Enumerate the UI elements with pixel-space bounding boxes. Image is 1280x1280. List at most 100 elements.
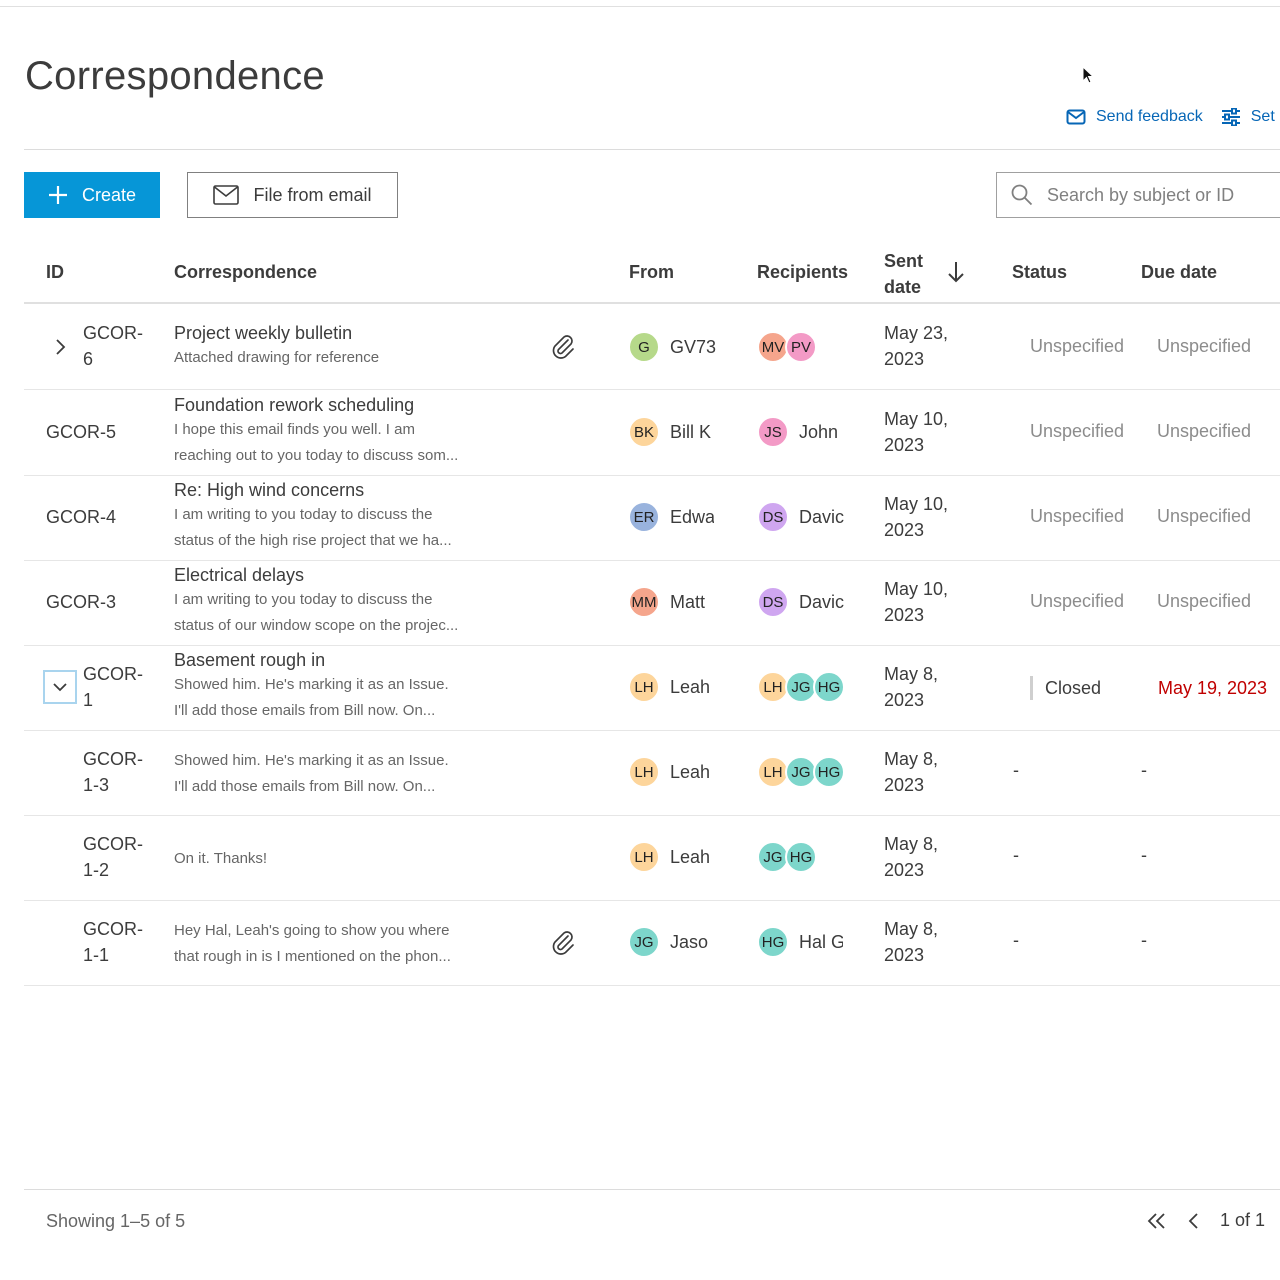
- row-id: GCOR-3: [46, 592, 117, 612]
- column-header-due-date[interactable]: Due date: [1141, 262, 1218, 282]
- table-row[interactable]: GCOR- 1-1 Hey Hal, Leah's going to show y…: [24, 900, 1280, 986]
- row-from: MM Matt: [628, 586, 716, 618]
- chevron-right-icon[interactable]: [54, 338, 66, 356]
- row-sent-date: May 23, 2023: [884, 320, 948, 372]
- collapse-toggle[interactable]: [43, 670, 77, 704]
- date-line1: May 8,: [884, 834, 939, 854]
- search-icon: [1011, 184, 1033, 206]
- from-name: Bill K: [670, 421, 712, 442]
- sent-date-label-line1: Sent: [884, 251, 924, 271]
- previous-page-icon[interactable]: [1186, 1211, 1200, 1231]
- row-id-line2: 1: [83, 690, 94, 710]
- status-label: Closed: [1045, 677, 1102, 698]
- row-sent-date: May 8, 2023: [884, 661, 938, 713]
- row-correspondence[interactable]: Basement rough in Showed him. He's marki…: [174, 649, 449, 724]
- date-line1: May 10,: [884, 494, 949, 514]
- avatar: MM: [628, 586, 660, 618]
- sliders-icon: [1221, 108, 1240, 126]
- column-header-id[interactable]: ID: [46, 262, 64, 282]
- settings-label: Set: [1250, 108, 1275, 125]
- row-correspondence[interactable]: Hey Hal, Leah's going to show you where …: [174, 917, 451, 970]
- date-line1: May 10,: [884, 409, 949, 429]
- row-id: GCOR- 1: [83, 661, 143, 713]
- row-preview-line1: I am writing to you today to discuss the: [174, 591, 433, 608]
- row-recipients: LH JG HG: [757, 756, 845, 788]
- search-input[interactable]: [1045, 183, 1280, 207]
- row-from: LH Leah: [628, 671, 716, 703]
- table-row[interactable]: GCOR- 1 Basement rough in Showed him. He'…: [24, 645, 1280, 731]
- row-sent-date: May 8, 2023: [884, 746, 938, 798]
- row-sent-date: May 10, 2023: [884, 406, 948, 458]
- date-line1: May 10,: [884, 579, 949, 599]
- sort-descending-icon[interactable]: [947, 261, 965, 283]
- table-row[interactable]: GCOR-4 Re: High wind concerns I am writi…: [24, 475, 1280, 561]
- from-name: Leah: [670, 846, 711, 867]
- row-preview-line1: I am writing to you today to discuss the: [174, 506, 433, 523]
- column-header-correspondence[interactable]: Correspondence: [174, 262, 318, 282]
- row-preview-line1: On it. Thanks!: [174, 850, 268, 867]
- mail-icon: [1066, 109, 1086, 125]
- sent-date-label-line2: date: [884, 277, 922, 297]
- row-correspondence[interactable]: Project weekly bulletin Attached drawing…: [174, 322, 379, 371]
- row-recipients: MV PV: [757, 331, 817, 363]
- row-from: ER Edwa: [628, 501, 714, 533]
- avatar: LH: [757, 756, 789, 788]
- file-from-email-label: File from email: [253, 184, 372, 205]
- column-header-status[interactable]: Status: [1012, 262, 1068, 282]
- paperclip-icon: [552, 335, 574, 359]
- avatar: HG: [813, 671, 845, 703]
- date-line2: 2023: [884, 349, 925, 369]
- row-recipients: JS John: [757, 416, 847, 448]
- row-status: -: [1013, 760, 1019, 780]
- settings-link[interactable]: Set: [1221, 108, 1275, 126]
- row-subject: Project weekly bulletin: [174, 323, 353, 343]
- row-from: G GV73: [628, 331, 720, 363]
- row-status: Unspecified: [1030, 421, 1125, 441]
- search-box[interactable]: [996, 172, 1280, 218]
- row-from: BK Bill K: [628, 416, 716, 448]
- row-due-date: May 19, 2023: [1158, 678, 1268, 698]
- recipient-name: John: [799, 421, 839, 442]
- table-row[interactable]: GCOR-5 Foundation rework scheduling I ho…: [24, 390, 1280, 476]
- row-id: GCOR- 1-1: [83, 916, 143, 968]
- table-row[interactable]: GCOR-3 Electrical delays I am writing to…: [24, 560, 1280, 646]
- first-page-icon[interactable]: [1146, 1211, 1168, 1231]
- row-correspondence[interactable]: Re: High wind concerns I am writing to y…: [174, 479, 452, 554]
- row-sent-date: May 8, 2023: [884, 831, 938, 883]
- row-id-line1: GCOR-: [83, 834, 143, 854]
- table-row[interactable]: GCOR- 1-3 Showed him. He's marking it as …: [24, 730, 1280, 816]
- column-header-sent-date[interactable]: Sent date: [884, 248, 923, 300]
- row-preview-line1: Attached drawing for reference: [174, 349, 380, 366]
- recipient-name: Davic: [799, 591, 845, 612]
- column-header-recipients[interactable]: Recipients: [757, 262, 849, 282]
- row-preview-line1: Hey Hal, Leah's going to show you where: [174, 922, 450, 939]
- table-row[interactable]: GCOR- 1-2 On it. Thanks! LH Leah JG HG May …: [24, 815, 1280, 901]
- file-from-email-button[interactable]: File from email: [187, 172, 398, 218]
- create-button[interactable]: Create: [24, 172, 160, 218]
- row-correspondence[interactable]: On it. Thanks!: [174, 845, 267, 872]
- date-line1: May 8,: [884, 664, 939, 684]
- row-from: LH Leah: [628, 841, 716, 873]
- table-row[interactable]: GCOR- 6 Project weekly bulletin Attached …: [24, 304, 1280, 390]
- avatar: G: [628, 331, 660, 363]
- row-id: GCOR- 1-2: [83, 831, 143, 883]
- row-correspondence[interactable]: Electrical delays I am writing to you to…: [174, 564, 458, 639]
- row-subject: Electrical delays: [174, 565, 305, 585]
- row-preview-line1: Showed him. He's marking it as an Issue.: [174, 676, 449, 693]
- row-correspondence[interactable]: Foundation rework scheduling I hope this…: [174, 394, 458, 469]
- row-correspondence[interactable]: Showed him. He's marking it as an Issue.…: [174, 747, 449, 800]
- row-preview-line2: I'll add those emails from Bill now. On.…: [174, 702, 436, 719]
- from-name: Leah: [670, 676, 711, 697]
- row-due-date: Unspecified: [1157, 506, 1252, 526]
- page-indicator: 1 of 1: [1220, 1210, 1266, 1230]
- row-id: GCOR- 1-3: [83, 746, 143, 798]
- send-feedback-link[interactable]: Send feedback: [1066, 108, 1203, 126]
- row-from: JG Jaso: [628, 926, 714, 958]
- date-line2: 2023: [884, 860, 925, 880]
- row-status: Unspecified: [1030, 506, 1125, 526]
- avatar: ER: [628, 501, 660, 533]
- row-id-line1: GCOR-: [83, 664, 143, 684]
- from-name: Jaso: [670, 931, 709, 952]
- chevron-down-icon: [53, 683, 67, 692]
- column-header-from[interactable]: From: [629, 262, 674, 282]
